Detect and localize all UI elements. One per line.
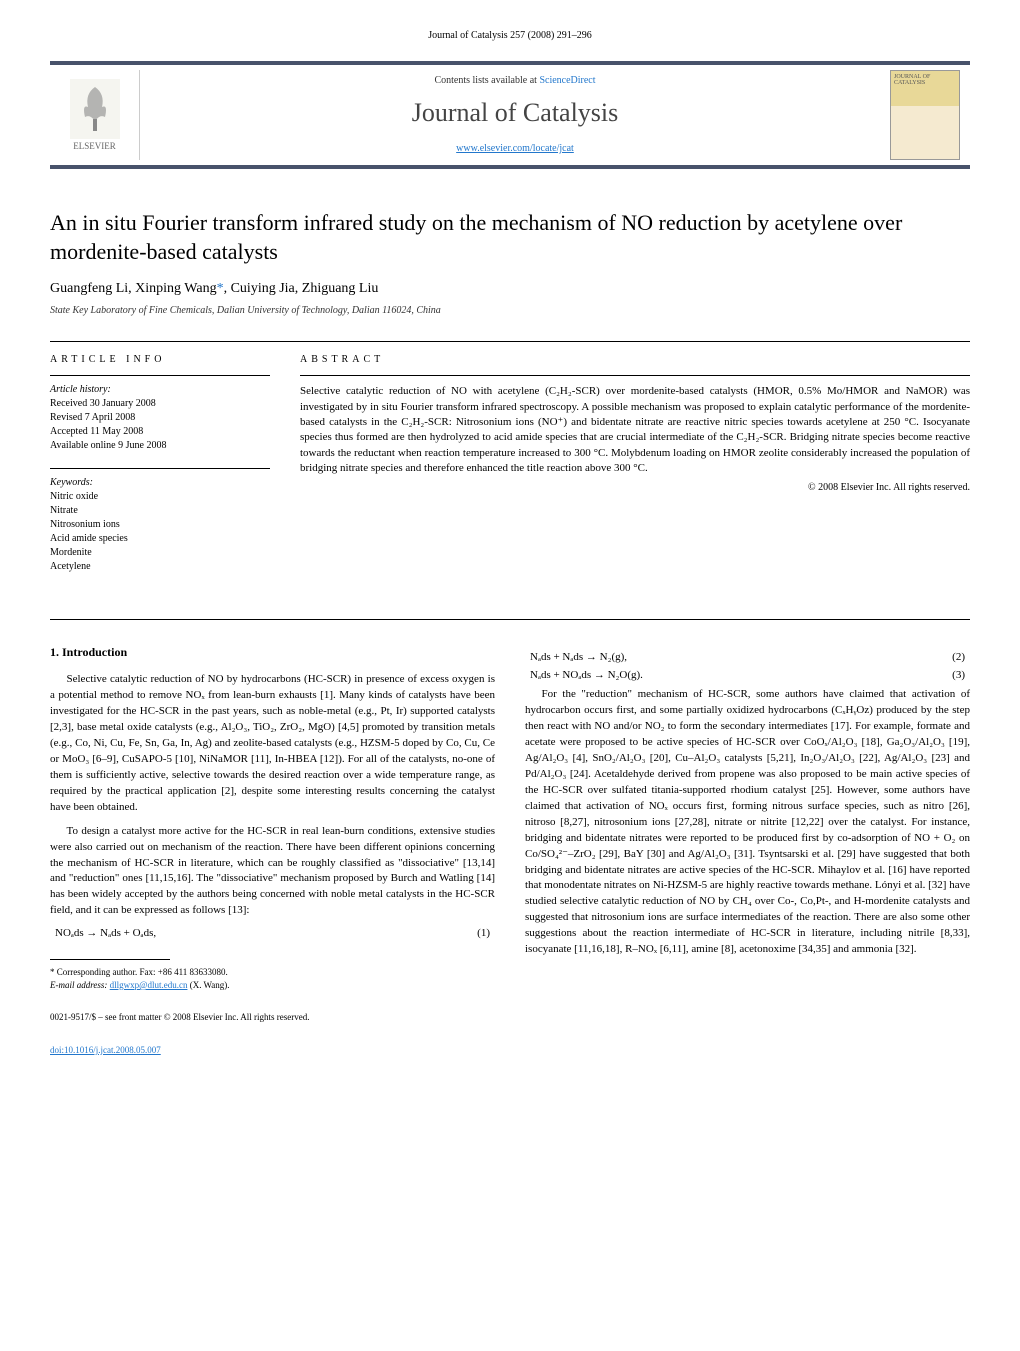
info-abstract-section: ARTICLE INFO Article history: Received 3…: [50, 341, 970, 589]
footnote-divider: [50, 959, 170, 960]
publisher-logo: ELSEVIER: [50, 70, 140, 160]
left-column: 1. Introduction Selective catalytic redu…: [50, 645, 495, 1056]
right-column: Nₐds + Nₐds → N₂(g), (2) Nₐds + NOₐds → …: [525, 645, 970, 1056]
article-title: An in situ Fourier transform infrared st…: [50, 209, 970, 266]
keywords-heading: Keywords:: [50, 477, 270, 488]
journal-cover-thumbnail: JOURNAL OF CATALYSIS: [890, 70, 960, 160]
header-center: Contents lists available at ScienceDirec…: [140, 65, 890, 165]
elsevier-tree-icon: [70, 79, 120, 139]
equation-1: NOₐds → Nₐds + Oₐds, (1): [50, 927, 495, 939]
eq2-number: (2): [952, 651, 965, 663]
contents-prefix: Contents lists available at: [434, 75, 539, 86]
article-info-column: ARTICLE INFO Article history: Received 3…: [50, 354, 270, 589]
keyword: Mordenite: [50, 546, 270, 560]
abstract-copyright: © 2008 Elsevier Inc. All rights reserved…: [300, 482, 970, 493]
keyword: Nitrate: [50, 504, 270, 518]
contents-line: Contents lists available at ScienceDirec…: [140, 75, 890, 86]
publisher-name: ELSEVIER: [73, 141, 116, 151]
online-date: Available online 9 June 2008: [50, 439, 270, 453]
journal-name: Journal of Catalysis: [140, 98, 890, 128]
header-citation: Journal of Catalysis 257 (2008) 291–296: [50, 30, 970, 41]
email-footnote: E-mail address: dllgwxp@dlut.edu.cn (X. …: [50, 979, 495, 992]
article-info-label: ARTICLE INFO: [50, 354, 270, 365]
email-label: E-mail address:: [50, 980, 110, 990]
revised-date: Revised 7 April 2008: [50, 411, 270, 425]
intro-paragraph-1: Selective catalytic reduction of NO by h…: [50, 672, 495, 815]
abstract-label: ABSTRACT: [300, 354, 970, 365]
eq3-number: (3): [952, 669, 965, 681]
keyword: Acid amide species: [50, 532, 270, 546]
footer-doi: doi:10.1016/j.jcat.2008.05.007: [50, 1044, 495, 1057]
keyword: Nitrosonium ions: [50, 518, 270, 532]
sciencedirect-link[interactable]: ScienceDirect: [539, 75, 595, 86]
email-link[interactable]: dllgwxp@dlut.edu.cn: [110, 980, 188, 990]
email-suffix: (X. Wang).: [187, 980, 229, 990]
section-divider: [50, 619, 970, 620]
corresponding-footnote: * Corresponding author. Fax: +86 411 836…: [50, 966, 495, 979]
footer-copyright: 0021-9517/$ – see front matter © 2008 El…: [50, 1011, 495, 1024]
eq1-number: (1): [477, 927, 490, 939]
corresponding-mark: *: [217, 281, 224, 296]
eq2-formula: Nₐds + Nₐds → N₂(g),: [530, 651, 627, 663]
journal-header: ELSEVIER Contents lists available at Sci…: [50, 61, 970, 169]
article-history: Article history: Received 30 January 200…: [50, 384, 270, 453]
equation-3: Nₐds + NOₐds → N₂O(g). (3): [525, 669, 970, 681]
abstract-column: ABSTRACT Selective catalytic reduction o…: [300, 354, 970, 589]
col2-paragraph-1: For the "reduction" mechanism of HC-SCR,…: [525, 687, 970, 958]
abstract-text: Selective catalytic reduction of NO with…: [300, 384, 970, 476]
keywords-block: Keywords: Nitric oxide Nitrate Nitrosoni…: [50, 477, 270, 574]
body-two-column: 1. Introduction Selective catalytic redu…: [50, 645, 970, 1056]
received-date: Received 30 January 2008: [50, 397, 270, 411]
journal-url[interactable]: www.elsevier.com/locate/jcat: [456, 143, 574, 154]
affiliation: State Key Laboratory of Fine Chemicals, …: [50, 305, 970, 316]
eq1-formula: NOₐds → Nₐds + Oₐds,: [55, 927, 156, 939]
authors-rest: , Cuiying Jia, Zhiguang Liu: [224, 281, 379, 296]
accepted-date: Accepted 11 May 2008: [50, 425, 270, 439]
history-heading: Article history:: [50, 384, 270, 395]
authors-first: Guangfeng Li, Xinping Wang: [50, 281, 217, 296]
cover-title: JOURNAL OF CATALYSIS: [891, 71, 959, 89]
intro-heading: 1. Introduction: [50, 645, 495, 660]
keyword: Acetylene: [50, 560, 270, 574]
eq3-formula: Nₐds + NOₐds → N₂O(g).: [530, 669, 643, 681]
author-list: Guangfeng Li, Xinping Wang*, Cuiying Jia…: [50, 281, 970, 297]
intro-paragraph-2: To design a catalyst more active for the…: [50, 824, 495, 920]
keyword: Nitric oxide: [50, 490, 270, 504]
equation-2: Nₐds + Nₐds → N₂(g), (2): [525, 651, 970, 663]
doi-link[interactable]: doi:10.1016/j.jcat.2008.05.007: [50, 1045, 161, 1055]
